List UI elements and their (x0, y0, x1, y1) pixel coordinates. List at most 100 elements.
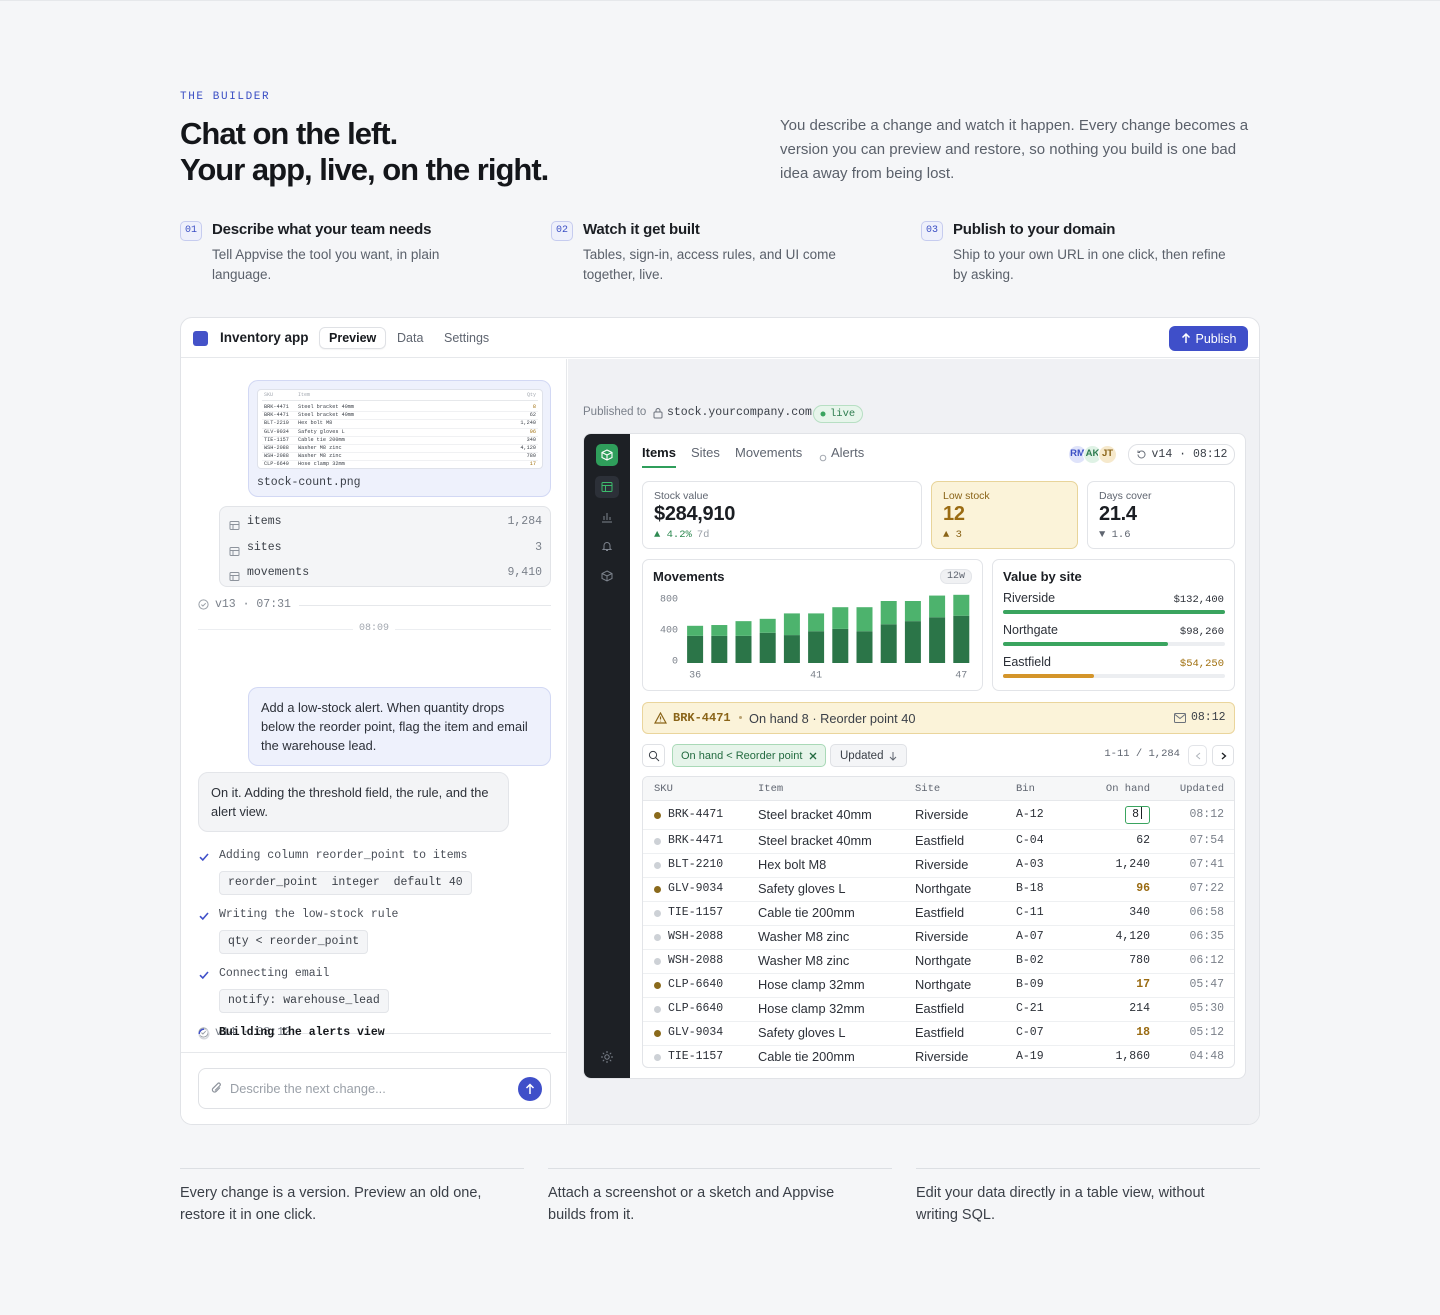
circle-element (648, 750, 658, 760)
nav-icon[interactable] (601, 540, 613, 552)
table-cell: 08:12 (1189, 808, 1224, 821)
chat-input[interactable]: Describe the next change... (198, 1068, 551, 1109)
preview-tab[interactable]: Alerts (831, 445, 865, 460)
path-element (602, 513, 612, 523)
kpi-delta: ▼ 1.6 (1099, 529, 1131, 541)
table-cell: 05:30 (1189, 1002, 1224, 1015)
table-icon (229, 546, 240, 556)
app-tab[interactable]: Data (397, 331, 424, 345)
table-cell: B-02 (1016, 954, 1044, 967)
eyebrow: THE BUILDER (180, 91, 271, 103)
table-cell: Eastfield (915, 1001, 965, 1016)
table-cell: 1,240 (1115, 858, 1150, 871)
path-element (890, 751, 897, 761)
search-button[interactable] (642, 744, 665, 767)
live-pill: live (813, 405, 864, 423)
app-logo (596, 444, 618, 466)
table-cell: 07:22 (1189, 882, 1224, 895)
page-range: 1-11 / 1,284 (1104, 748, 1180, 760)
task-label: Building the alerts view (219, 1026, 385, 1039)
step-text: Tables, sign-in, access rules, and UI co… (583, 247, 836, 282)
app-tab[interactable]: Preview (319, 327, 387, 349)
mini-header: SKU (264, 392, 274, 398)
table-cell: Northgate (915, 881, 972, 896)
nav-item-active[interactable] (595, 476, 619, 498)
kpi-delta-row: ▲ 3 (943, 529, 962, 541)
prev-page[interactable] (1188, 745, 1207, 766)
table-cell: TIE-1157 (668, 906, 724, 919)
row-rule (643, 997, 1234, 998)
table-cell: CLP-6640 (668, 1002, 724, 1015)
version-pill[interactable]: v14 · 08:12 (1128, 444, 1235, 465)
nav-icon[interactable] (601, 570, 613, 582)
kpi-card: Days cover 21.4 ▼ 1.6 (1087, 481, 1235, 549)
status-dot (654, 811, 661, 819)
filter-chip[interactable]: On hand < Reorder point (672, 744, 827, 767)
mini-rule (262, 427, 538, 429)
version-marker: v14 · 08:12 (198, 1026, 299, 1039)
published-label: Published to (583, 406, 647, 418)
bar (1003, 674, 1094, 678)
table-cell: A-19 (1016, 1050, 1044, 1063)
path-element (525, 1083, 535, 1094)
publish-button[interactable]: Publish (1169, 326, 1248, 351)
next-page[interactable] (1212, 745, 1234, 766)
intro: You describe a change and watch it happe… (780, 117, 1249, 182)
icon-shape (819, 454, 827, 462)
time-divider: 08:09 (353, 623, 396, 634)
preview-tab[interactable]: Sites (691, 445, 720, 460)
kpi-card: Stock value $284,910 ▲ 4.2% 7d (642, 481, 922, 549)
live-text: live (830, 408, 856, 420)
circle-element (604, 1054, 610, 1060)
mini-cell: BLT-2210 (264, 420, 289, 427)
mini-cell: Hex bolt M8 (298, 420, 333, 427)
settings-icon[interactable] (600, 1050, 614, 1064)
table-cell: Eastfield (915, 1025, 965, 1040)
app-tab[interactable]: Settings (444, 331, 490, 345)
table-cell: 06:35 (1189, 930, 1224, 943)
preview-tab[interactable]: Items (642, 445, 676, 460)
nav-icon[interactable] (601, 511, 613, 523)
step: 02 Watch it get built Tables, sign-in, acc… (551, 219, 861, 289)
mini-cell: Washer M8 zinc (298, 445, 342, 451)
table-icon (229, 572, 240, 581)
rect-element (601, 482, 613, 492)
table-name: sites (247, 540, 282, 554)
chart-title: Value by site (1003, 569, 1082, 584)
table-cell: A-07 (1016, 930, 1044, 943)
kpi-value: 12 (943, 503, 965, 525)
status-dot (654, 1005, 661, 1013)
path-element (201, 1030, 207, 1035)
icon-shape (229, 521, 240, 530)
mini-cell: BRK-4471 (264, 412, 289, 419)
mini-cell: Steel bracket 40mm (298, 404, 355, 410)
row-rule (643, 877, 1234, 878)
movements-chart: 0 400 800 36 41 47 (660, 595, 970, 682)
kpi-value: $284,910 (654, 503, 736, 525)
sort-button[interactable]: Updated (830, 744, 908, 767)
sort-icon (890, 751, 897, 761)
table-cell: A-12 (1016, 808, 1044, 821)
attachment: SKU Item Qty BRK-4471 Steel bracket 40mm 8 BRK… (248, 380, 551, 497)
version-text: v14 · 08:12 (215, 1026, 291, 1039)
step: 01 Describe what your team needs Tell Appv… (180, 219, 490, 289)
builder-frame: Inventory app Publish SKU Item Qty BRK-4471… (180, 317, 1260, 1125)
path-element (809, 752, 817, 759)
table-cell: 340 (1129, 906, 1150, 919)
task-code: qty < reorder_point (219, 930, 369, 954)
preview-tab[interactable]: Movements (735, 445, 803, 460)
step-title: Describe what your team needs (212, 221, 432, 238)
mini-cell: 62 (529, 412, 536, 419)
mini-cell: Safety gloves L (298, 428, 345, 435)
send-button[interactable] (518, 1077, 542, 1101)
editing-cell[interactable]: 8 (1125, 806, 1150, 824)
attachment-preview: SKU Item Qty BRK-4471 Steel bracket 40mm 8 BRK… (257, 389, 543, 469)
table-cell: 18 (1136, 1026, 1150, 1039)
headline-line: Chat on the left. (180, 116, 398, 151)
table-cell: C-21 (1016, 1002, 1044, 1015)
footer-rule (916, 1168, 1260, 1169)
alerts-dot-wrap (819, 449, 827, 462)
kpi-card: Low stock 12 ▲ 3 (931, 481, 1078, 549)
bar-segment (880, 624, 897, 663)
